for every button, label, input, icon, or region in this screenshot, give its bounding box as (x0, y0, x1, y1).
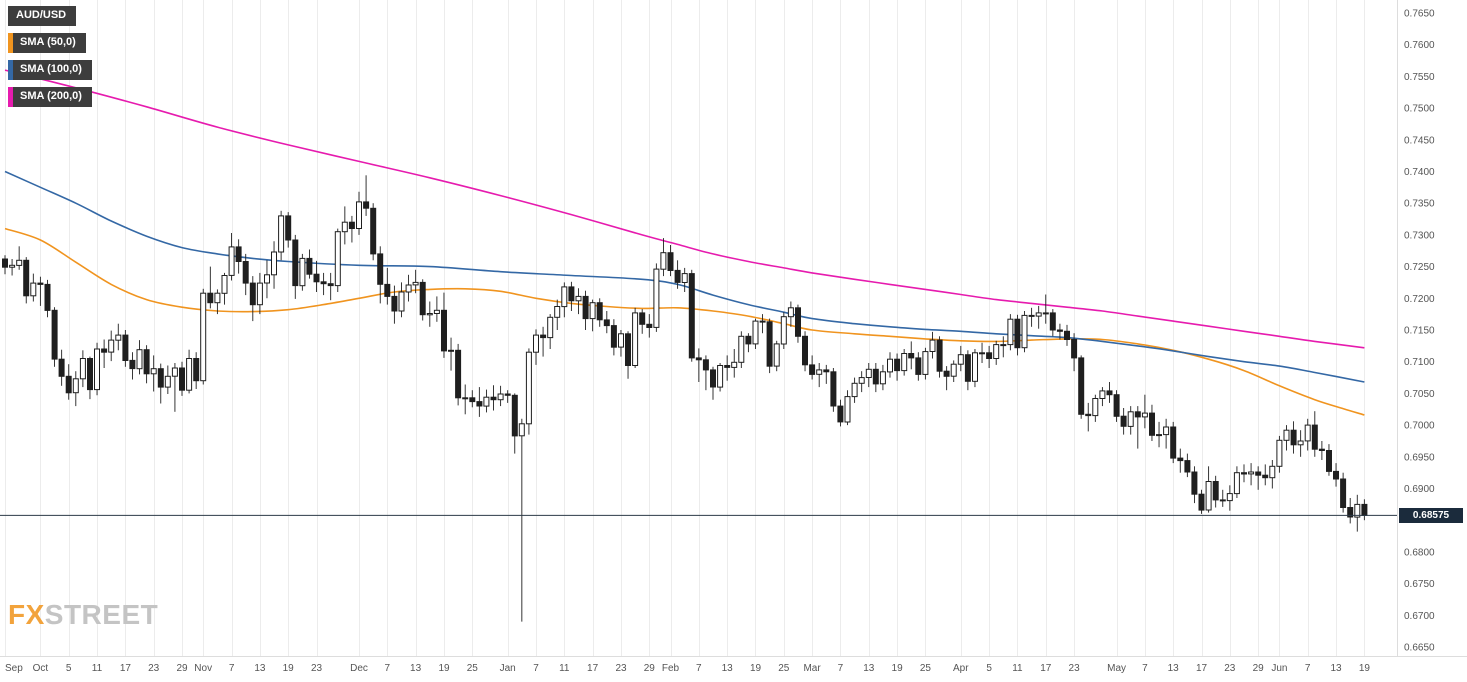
svg-text:0.7600: 0.7600 (1404, 40, 1435, 51)
svg-text:5: 5 (66, 663, 72, 674)
watermark-fx: FX (8, 599, 45, 630)
sma-50-line (4, 227, 1365, 416)
svg-text:25: 25 (467, 663, 479, 674)
sma-200-legend[interactable]: SMA (200,0) (8, 87, 92, 107)
svg-text:0.7350: 0.7350 (1404, 199, 1435, 210)
svg-text:0.6900: 0.6900 (1404, 484, 1435, 495)
svg-text:7: 7 (385, 663, 391, 674)
svg-text:19: 19 (438, 663, 450, 674)
svg-text:13: 13 (863, 663, 875, 674)
svg-text:17: 17 (120, 663, 132, 674)
svg-text:Dec: Dec (350, 663, 368, 674)
svg-text:Jan: Jan (500, 663, 516, 674)
svg-text:25: 25 (920, 663, 932, 674)
x-axis-labels: Sep Oct 5 11 17 23 29 Nov 7 13 19 23 Dec 7 13 19 25 Jan 7 1… (5, 663, 1370, 674)
svg-text:0.7000: 0.7000 (1404, 421, 1435, 432)
svg-text:0.7200: 0.7200 (1404, 294, 1435, 305)
watermark-street: STREET (44, 599, 159, 630)
svg-text:0.7450: 0.7450 (1404, 135, 1435, 146)
svg-text:0.7550: 0.7550 (1404, 72, 1435, 83)
svg-text:29: 29 (176, 663, 188, 674)
svg-text:13: 13 (1330, 663, 1342, 674)
svg-text:17: 17 (1196, 663, 1208, 674)
sma-100-line (4, 170, 1365, 383)
svg-text:17: 17 (1040, 663, 1052, 674)
svg-text:19: 19 (1359, 663, 1371, 674)
svg-text:0.7400: 0.7400 (1404, 167, 1435, 178)
svg-text:7: 7 (229, 663, 235, 674)
svg-text:Feb: Feb (662, 663, 680, 674)
svg-text:19: 19 (283, 663, 295, 674)
svg-text:11: 11 (559, 663, 570, 674)
svg-text:23: 23 (1069, 663, 1081, 674)
sma-50-legend[interactable]: SMA (50,0) (8, 33, 86, 53)
svg-text:29: 29 (644, 663, 656, 674)
sma-200-line (4, 69, 1365, 349)
svg-text:0.7650: 0.7650 (1404, 9, 1435, 20)
svg-text:7: 7 (838, 663, 844, 674)
svg-text:7: 7 (696, 663, 702, 674)
svg-text:7: 7 (1305, 663, 1311, 674)
svg-text:5: 5 (986, 663, 992, 674)
svg-text:0.7150: 0.7150 (1404, 326, 1435, 337)
fxstreet-watermark: FXSTREET (8, 599, 158, 631)
svg-text:13: 13 (1168, 663, 1180, 674)
svg-text:0.6800: 0.6800 (1404, 547, 1435, 558)
svg-text:0.7500: 0.7500 (1404, 104, 1435, 115)
svg-text:0.6650: 0.6650 (1404, 643, 1435, 654)
legend: AUD/USD SMA (50,0) SMA (100,0) SMA (200,… (8, 6, 92, 107)
svg-text:7: 7 (1142, 663, 1148, 674)
svg-text:19: 19 (892, 663, 904, 674)
svg-text:29: 29 (1253, 663, 1265, 674)
svg-text:25: 25 (778, 663, 790, 674)
current-price-badge: 0.68575 (1399, 507, 1463, 523)
svg-text:0.6700: 0.6700 (1404, 611, 1435, 622)
svg-text:0.7250: 0.7250 (1404, 262, 1435, 273)
svg-text:Nov: Nov (194, 663, 212, 674)
svg-text:17: 17 (587, 663, 599, 674)
svg-text:0.7300: 0.7300 (1404, 230, 1435, 241)
svg-text:Sep: Sep (5, 663, 23, 674)
svg-text:May: May (1107, 663, 1126, 674)
svg-text:23: 23 (1224, 663, 1236, 674)
svg-text:7: 7 (533, 663, 539, 674)
svg-text:13: 13 (254, 663, 266, 674)
svg-text:23: 23 (615, 663, 627, 674)
svg-text:Jun: Jun (1271, 663, 1287, 674)
svg-text:23: 23 (148, 663, 160, 674)
sma-lines-layer (4, 69, 1365, 416)
svg-text:0.7050: 0.7050 (1404, 389, 1435, 400)
svg-text:13: 13 (722, 663, 734, 674)
svg-text:19: 19 (750, 663, 762, 674)
axis-separators (0, 0, 1467, 657)
svg-text:Oct: Oct (33, 663, 49, 674)
candles-layer (2, 175, 1368, 622)
svg-text:0.7100: 0.7100 (1404, 357, 1435, 368)
svg-text:23: 23 (311, 663, 323, 674)
svg-text:Apr: Apr (953, 663, 969, 674)
svg-text:0.6950: 0.6950 (1404, 452, 1435, 463)
sma-100-legend[interactable]: SMA (100,0) (8, 60, 92, 80)
grid-layer (5, 0, 1365, 656)
svg-text:0.6750: 0.6750 (1404, 579, 1435, 590)
svg-text:Mar: Mar (803, 663, 821, 674)
svg-text:13: 13 (410, 663, 422, 674)
svg-text:11: 11 (92, 663, 103, 674)
y-axis-labels: 0.7650 0.7600 0.7550 0.7500 0.7450 0.7400 0.73… (1404, 9, 1435, 654)
symbol-label[interactable]: AUD/USD (8, 6, 77, 26)
svg-text:11: 11 (1012, 663, 1023, 674)
